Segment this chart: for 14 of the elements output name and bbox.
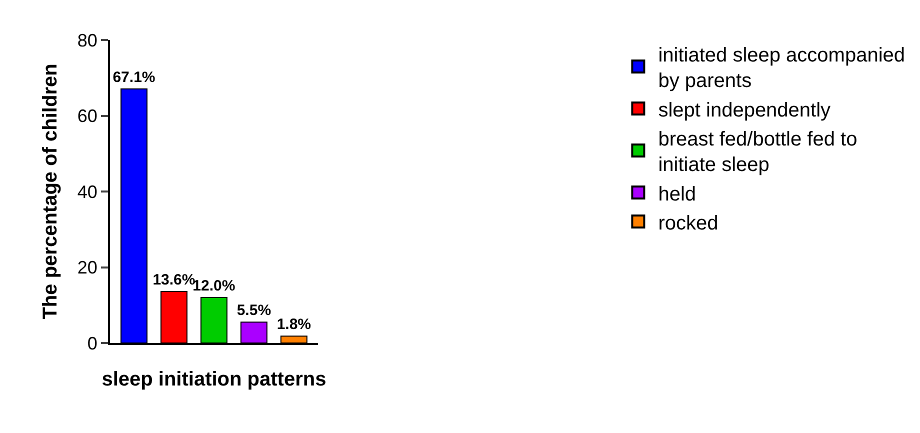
y-tick-label: 20 [77,258,98,278]
data-label: 67.1% [112,68,156,86]
y-tick-label: 0 [87,333,98,354]
y-tick-label: 40 [77,182,98,202]
legend-label: slept independently [658,99,831,122]
y-tick-label: 60 [77,106,98,126]
y-tick-label: 80 [77,30,98,50]
y-axis-title: The percentage of children [39,64,62,320]
x-axis-title: sleep initiation patterns [102,368,326,390]
legend-label: held [658,183,696,206]
legend-label: rocked [658,212,718,234]
data-label: 13.6% [152,271,196,288]
data-label: 1.8% [276,316,312,334]
data-label: 5.5% [236,302,272,320]
